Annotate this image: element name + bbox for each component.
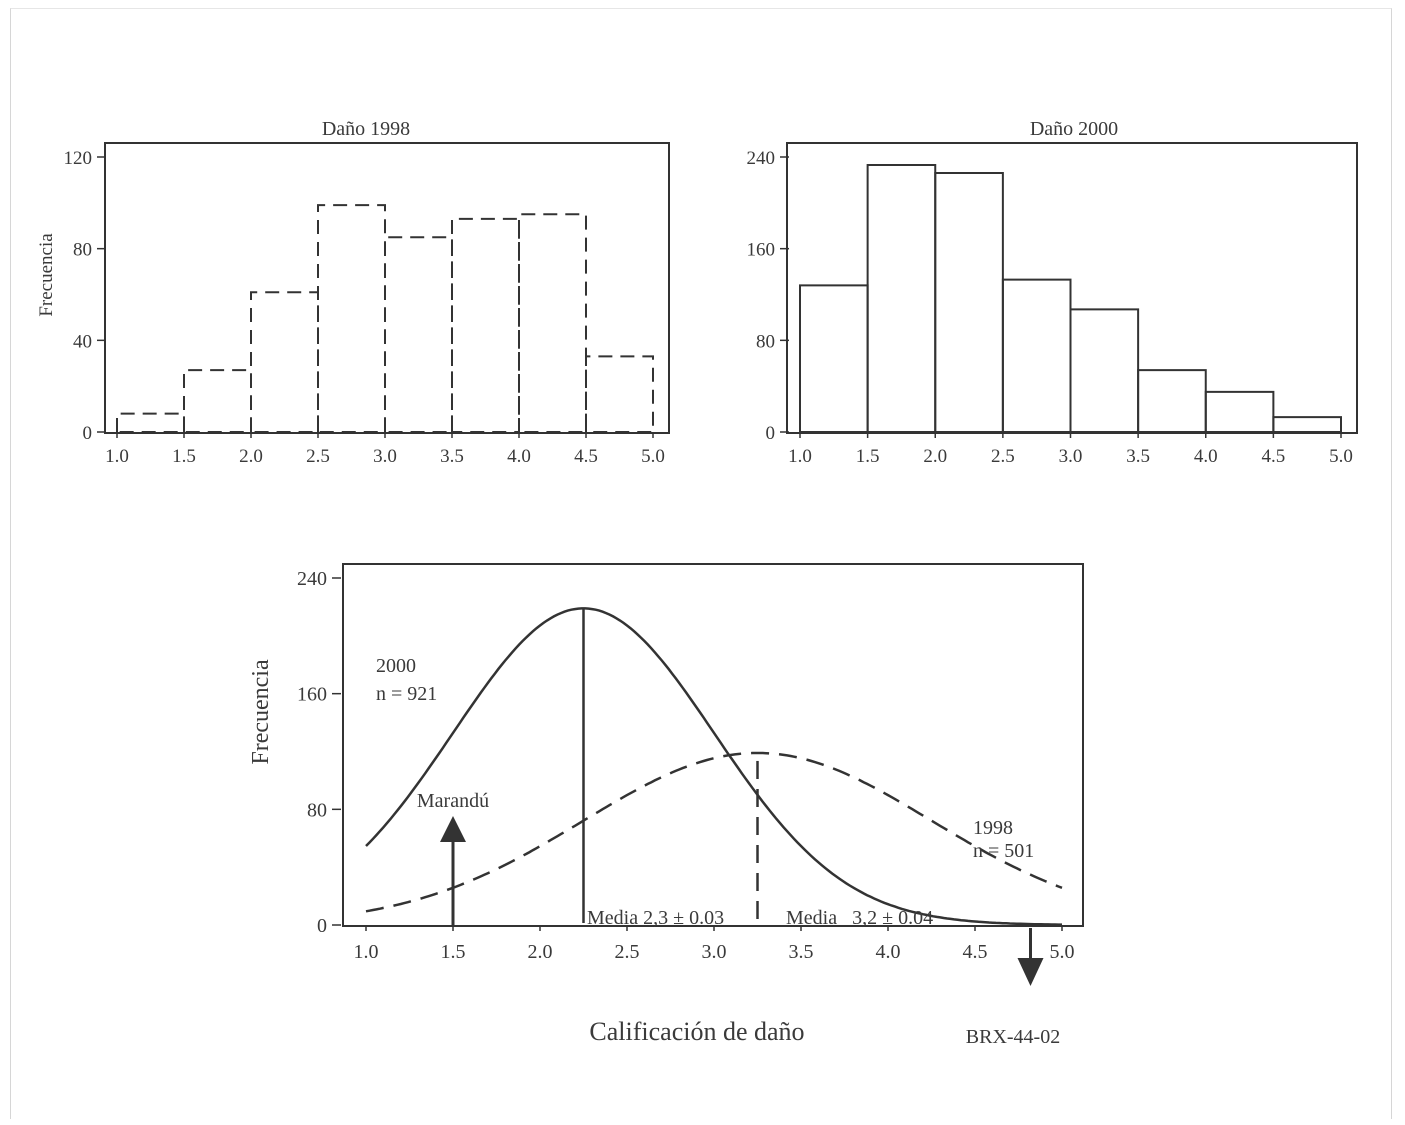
x-tick-label: 5.0 (641, 446, 665, 467)
x-tick-label: 2.0 (923, 446, 947, 467)
x-tick-label: 5.0 (1050, 941, 1075, 963)
y-tick-label: 80 (756, 331, 775, 352)
x-tick-label: 1.0 (105, 446, 129, 467)
plot-frame (786, 142, 1358, 434)
x-tick-label: 1.5 (441, 941, 466, 963)
x-tick-label: 3.5 (440, 446, 464, 467)
mean-label-2000: Media 2,3 ± 0.03 (587, 907, 724, 929)
mean-label-1998: Media 3,2 ± 0.04 (786, 907, 933, 929)
x-tick-label: 4.0 (1194, 446, 1218, 467)
ticks: 1.0 1.5 2.0 2.5 3.0 3.5 4.0 4.5 5.0 0 80 160 240 (297, 568, 1075, 963)
x-tick-label: 4.0 (876, 941, 901, 963)
y-tick-label: 160 (297, 684, 327, 706)
curve-2000 (365, 607, 1062, 926)
histogram-bar (317, 204, 386, 433)
y-tick-label: 120 (64, 148, 93, 169)
histogram-bar (1069, 308, 1140, 433)
y-tick-label: 240 (297, 568, 327, 590)
x-tick-label: 1.5 (856, 446, 880, 467)
chart-title: Daño 2000 (1030, 118, 1118, 140)
histogram-bar (250, 291, 319, 433)
x-tick-label: 3.0 (373, 446, 397, 467)
x-tick-label: 2.5 (306, 446, 330, 467)
histogram-bar (518, 213, 587, 433)
histogram-bar (183, 369, 252, 433)
plot-frame (342, 563, 1084, 927)
y-tick-label: 240 (747, 148, 776, 169)
bars (799, 164, 1342, 433)
x-tick-label: 4.5 (1262, 446, 1286, 467)
x-tick-label: 1.0 (788, 446, 812, 467)
x-tick-label: 2.5 (615, 941, 640, 963)
x-tick-label: 3.0 (1059, 446, 1083, 467)
y-tick-label: 80 (73, 240, 92, 261)
x-tick-label: 2.5 (991, 446, 1015, 467)
arrow-down-head (1017, 958, 1044, 986)
figure-code: BRX-44-02 (966, 1026, 1060, 1048)
chart-title: Daño 1998 (322, 118, 410, 140)
series-name-1998: 1998 (973, 817, 1013, 839)
x-tick-label: 2.0 (239, 446, 263, 467)
chart-normal-curves: Frecuencia Calificación de daño BRX-44-0… (248, 563, 1084, 1048)
histogram-bar (1272, 416, 1342, 433)
histogram-bar (799, 284, 869, 433)
ticks: 1.0 1.5 2.0 2.5 3.0 3.5 4.0 4.5 5.0 0 80 160 240 (747, 148, 1353, 467)
y-tick-label: 0 (766, 423, 776, 444)
histogram-bar (585, 355, 654, 433)
y-axis-label: Frecuencia (248, 659, 274, 765)
x-axis-label: Calificación de daño (589, 1017, 804, 1046)
x-tick-label: 1.0 (354, 941, 379, 963)
y-tick-label: 40 (73, 331, 92, 352)
histogram-bar (1204, 390, 1275, 433)
y-tick-label: 0 (317, 915, 327, 937)
y-tick-label: 0 (83, 423, 93, 444)
histogram-bar (866, 164, 937, 433)
curve-1998 (365, 751, 1063, 913)
x-tick-label: 4.5 (963, 941, 988, 963)
y-tick-label: 160 (747, 240, 776, 261)
x-tick-label: 3.5 (1126, 446, 1150, 467)
ticks: 1.0 1.5 2.0 2.5 3.0 3.5 4.0 4.5 5.0 0 40 80 120 (64, 148, 665, 467)
plot-frame (104, 142, 670, 434)
x-tick-label: 3.5 (789, 941, 814, 963)
histogram-bar (1137, 369, 1207, 433)
histogram-bar (384, 236, 453, 433)
chart-dano-2000: Daño 2000 1.0 1.5 2.0 2.5 3.0 3.5 4.0 4.5 5.0 0 80… (747, 118, 1358, 467)
x-tick-label: 2.0 (528, 941, 553, 963)
x-tick-label: 4.5 (574, 446, 598, 467)
histogram-bar (451, 217, 520, 433)
histogram-bar (1001, 278, 1072, 433)
x-tick-label: 4.0 (507, 446, 531, 467)
series-name-2000: 2000 (376, 655, 416, 677)
y-axis-label: Frecuencia (36, 233, 57, 317)
x-tick-label: 3.0 (702, 941, 727, 963)
series-n-1998: n = 501 (973, 840, 1034, 862)
y-tick-label: 80 (307, 799, 327, 821)
annotation-marandu: Marandú (417, 790, 489, 812)
x-tick-label: 5.0 (1329, 446, 1353, 467)
bars (116, 204, 654, 433)
page-frame (10, 8, 1392, 1119)
chart-dano-1998: Daño 1998 Frecuencia 1.0 1.5 2.0 2.5 3.0 3.5 4… (36, 118, 670, 467)
curves (365, 607, 1063, 926)
histogram-bar (934, 172, 1004, 433)
arrows (440, 816, 1044, 986)
arrow-up-head (440, 816, 466, 842)
x-tick-label: 1.5 (172, 446, 196, 467)
histogram-bar (116, 412, 185, 433)
series-n-2000: n = 921 (376, 683, 437, 705)
